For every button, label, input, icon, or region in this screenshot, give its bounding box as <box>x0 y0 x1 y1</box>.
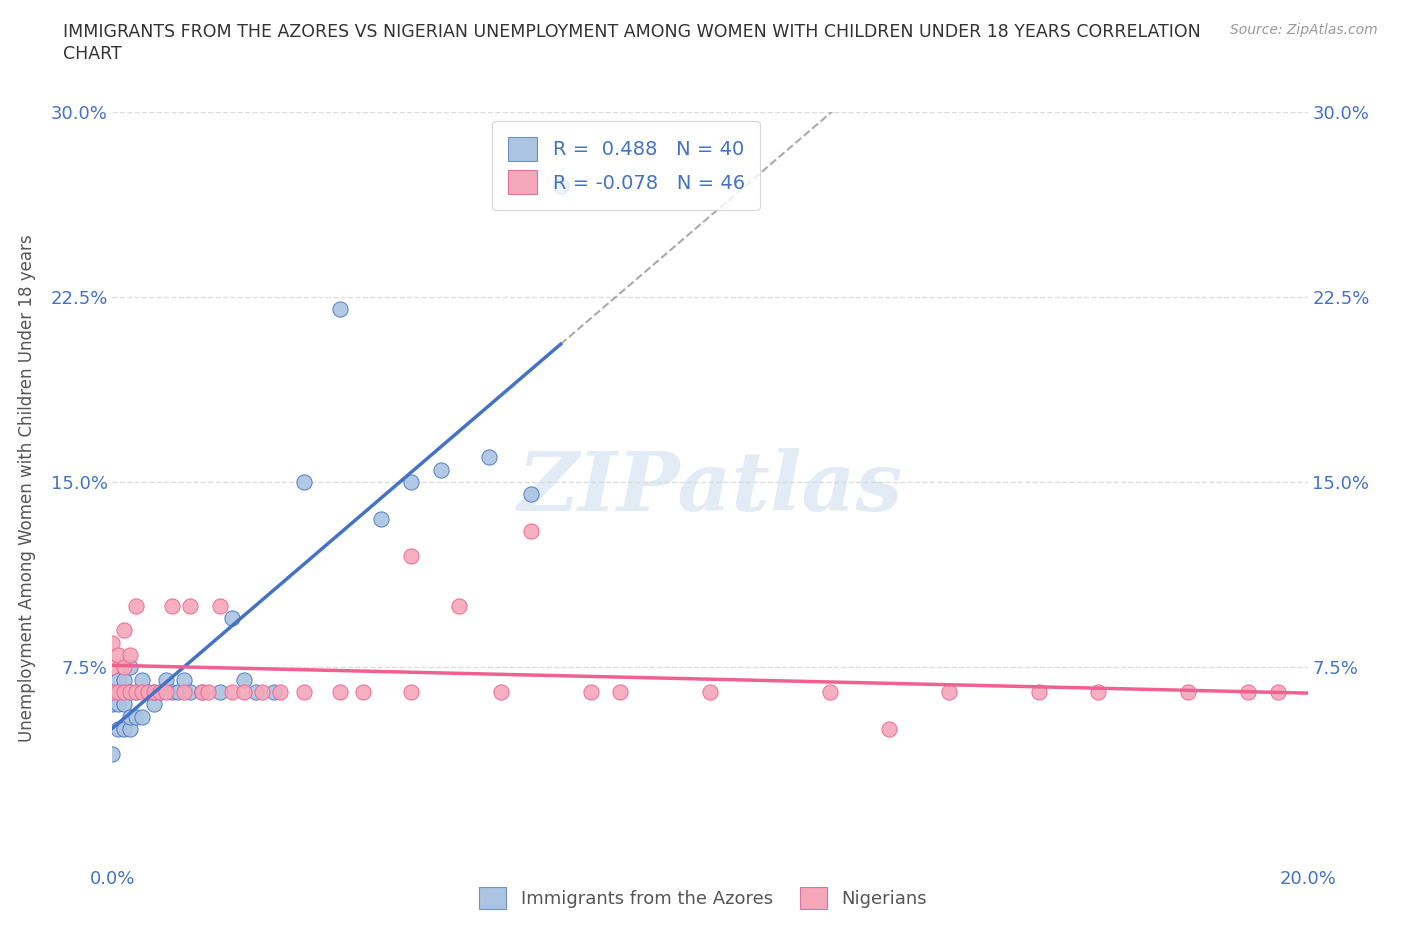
Point <box>938 684 960 699</box>
Point <box>520 524 543 538</box>
Point <box>107 697 129 711</box>
Point <box>101 684 124 699</box>
Point <box>191 684 214 699</box>
Point <box>125 598 148 613</box>
Point <box>173 672 195 687</box>
Point <box>401 474 423 489</box>
Point <box>149 684 172 699</box>
Point <box>114 697 135 711</box>
Point <box>1087 684 1109 699</box>
Text: IMMIGRANTS FROM THE AZORES VS NIGERIAN UNEMPLOYMENT AMONG WOMEN WITH CHILDREN UN: IMMIGRANTS FROM THE AZORES VS NIGERIAN U… <box>63 23 1201 41</box>
Point <box>250 684 273 699</box>
Text: Source: ZipAtlas.com: Source: ZipAtlas.com <box>1230 23 1378 37</box>
Point <box>101 684 124 699</box>
Point <box>209 598 232 613</box>
Point <box>209 684 232 699</box>
Point <box>221 684 243 699</box>
Point <box>245 684 267 699</box>
Point <box>609 684 631 699</box>
Point <box>1177 684 1199 699</box>
Point <box>107 647 129 662</box>
Point <box>233 672 256 687</box>
Point <box>449 598 471 613</box>
Point <box>292 684 315 699</box>
Point <box>125 684 148 699</box>
Point <box>353 684 375 699</box>
Point <box>191 684 214 699</box>
Point <box>131 684 153 699</box>
Point <box>101 635 124 650</box>
Legend: R =  0.488   N = 40, R = -0.078   N = 46: R = 0.488 N = 40, R = -0.078 N = 46 <box>492 121 761 209</box>
Point <box>167 684 190 699</box>
Y-axis label: Unemployment Among Women with Children Under 18 years: Unemployment Among Women with Children U… <box>18 234 37 742</box>
Point <box>550 179 572 193</box>
Point <box>699 684 721 699</box>
Point <box>221 610 243 625</box>
Point <box>131 710 153 724</box>
Point <box>138 684 160 699</box>
Point <box>120 647 142 662</box>
Point <box>149 684 172 699</box>
Point <box>179 684 201 699</box>
Point <box>155 672 177 687</box>
Point <box>114 672 135 687</box>
Point <box>401 549 423 564</box>
Point <box>370 512 392 526</box>
Point <box>120 722 142 737</box>
Text: CHART: CHART <box>63 45 122 62</box>
Point <box>101 697 124 711</box>
Point <box>173 684 195 699</box>
Point <box>263 684 285 699</box>
Point <box>818 684 841 699</box>
Point <box>120 660 142 675</box>
Point <box>1028 684 1050 699</box>
Point <box>120 684 142 699</box>
Point <box>107 672 129 687</box>
Legend: Immigrants from the Azores, Nigerians: Immigrants from the Azores, Nigerians <box>472 880 934 916</box>
Point <box>143 697 166 711</box>
Point <box>179 598 201 613</box>
Point <box>162 598 183 613</box>
Point <box>489 684 512 699</box>
Point <box>1237 684 1260 699</box>
Point <box>143 684 166 699</box>
Point <box>269 684 291 699</box>
Point <box>107 722 129 737</box>
Point <box>879 722 901 737</box>
Point <box>1267 684 1289 699</box>
Point <box>107 684 129 699</box>
Point <box>329 301 352 316</box>
Point <box>520 487 543 502</box>
Point <box>114 660 135 675</box>
Point <box>292 474 315 489</box>
Point <box>329 684 352 699</box>
Point <box>125 684 148 699</box>
Point <box>114 722 135 737</box>
Point <box>120 710 142 724</box>
Point <box>131 672 153 687</box>
Point <box>101 660 124 675</box>
Point <box>114 623 135 638</box>
Point <box>114 684 135 699</box>
Point <box>162 684 183 699</box>
Point <box>155 684 177 699</box>
Point <box>478 450 501 465</box>
Text: ZIPatlas: ZIPatlas <box>517 448 903 528</box>
Point <box>125 710 148 724</box>
Point <box>430 462 453 477</box>
Point <box>401 684 423 699</box>
Point <box>120 684 142 699</box>
Point <box>197 684 219 699</box>
Point <box>101 746 124 761</box>
Point <box>138 684 160 699</box>
Point <box>579 684 602 699</box>
Point <box>233 684 256 699</box>
Point <box>143 684 166 699</box>
